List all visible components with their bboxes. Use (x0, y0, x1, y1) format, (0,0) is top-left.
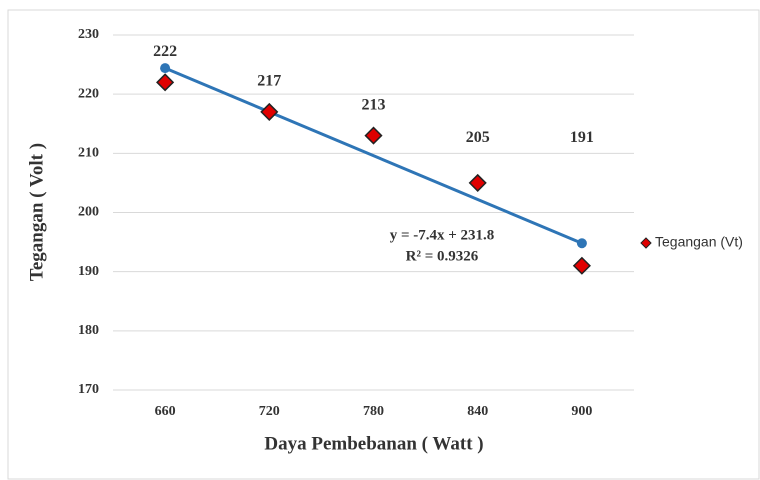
data-label: 222 (153, 43, 177, 60)
trendline-end (160, 63, 171, 74)
y-tick-label: 190 (78, 264, 99, 279)
data-label: 205 (466, 129, 490, 146)
x-tick-label: 840 (467, 404, 488, 419)
trendline-equation: y = -7.4x + 231.8 (390, 227, 495, 243)
y-tick-label: 210 (78, 146, 99, 161)
data-label: 217 (257, 73, 281, 90)
y-tick-label: 200 (78, 205, 99, 220)
x-tick-label: 780 (363, 404, 384, 419)
point (156, 73, 175, 92)
x-tick-label: 660 (155, 404, 176, 419)
chart-frame (7, 9, 760, 480)
x-tick-label: 720 (259, 404, 280, 419)
x-tick-label: 900 (571, 404, 592, 419)
trendline-r2: R² = 0.9326 (406, 248, 479, 264)
data-label: 213 (362, 96, 386, 113)
y-tick-label: 230 (78, 27, 99, 42)
legend-marker (640, 237, 652, 249)
y-tick-label: 220 (78, 86, 99, 101)
data-label: 191 (570, 129, 594, 146)
y-tick-label: 180 (78, 323, 99, 338)
point (364, 126, 383, 145)
point (468, 173, 487, 192)
y-axis-title: Tegangan ( Volt ) (26, 143, 47, 281)
x-axis-title: Daya Pembebanan ( Watt ) (264, 433, 483, 454)
point (260, 102, 279, 121)
trendline (164, 66, 583, 245)
legend-label: Tegangan (Vt) (655, 234, 743, 250)
point (572, 256, 591, 275)
trendline-end (576, 238, 587, 249)
y-tick-label: 170 (78, 382, 99, 397)
